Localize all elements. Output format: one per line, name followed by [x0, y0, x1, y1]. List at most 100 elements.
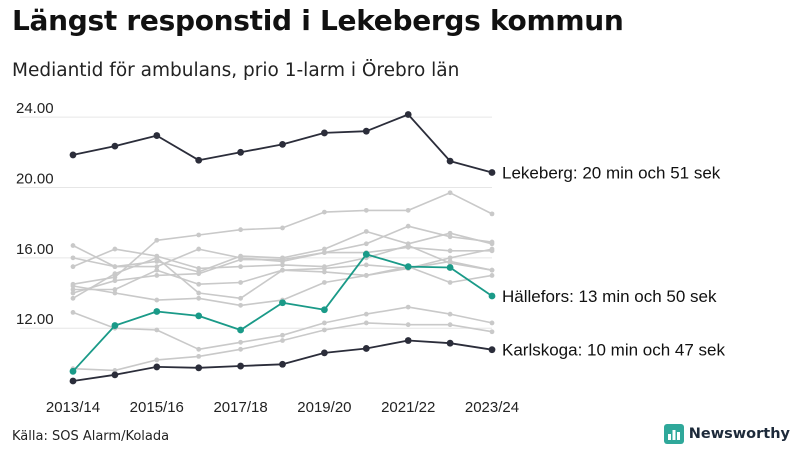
data-point: [237, 362, 245, 370]
axis-labels: 12.00 16.00 20.00 24.00 2013/14 2015/16 2017/1…: [16, 100, 726, 416]
data-point: [489, 267, 495, 273]
data-point: [322, 250, 327, 255]
data-point: [322, 320, 327, 326]
data-point: [447, 322, 453, 328]
chart-subtitle: Mediantid för ambulans, prio 1-larm i Ör…: [12, 60, 460, 81]
data-point: [154, 258, 160, 264]
data-point: [362, 250, 370, 258]
data-point: [446, 339, 454, 347]
data-point: [196, 295, 202, 301]
data-point: [238, 346, 244, 352]
data-point: [111, 371, 119, 379]
data-point: [322, 327, 327, 333]
data-point: [196, 353, 202, 359]
data-point: [280, 225, 285, 231]
data-point: [363, 273, 369, 278]
data-point: [322, 266, 327, 271]
data-point: [363, 320, 369, 326]
data-point: [153, 363, 161, 371]
data-point: [112, 290, 118, 296]
data-point: [489, 320, 495, 326]
data-point: [405, 223, 411, 229]
data-point: [404, 337, 412, 344]
data-point: [154, 327, 160, 333]
data-point: [196, 281, 202, 287]
brand-logo: Newsworthy: [663, 424, 790, 444]
data-point: [279, 140, 286, 148]
data-point: [362, 345, 370, 352]
data-point: [70, 283, 76, 289]
x-tick-label: 2017/18: [213, 399, 267, 416]
x-tick-label: 2019/20: [297, 399, 351, 416]
data-point: [447, 258, 453, 264]
highlighted-series: [69, 111, 496, 385]
data-point: [279, 299, 286, 307]
data-point: [489, 211, 495, 217]
data-point: [70, 290, 76, 296]
data-point: [112, 368, 118, 373]
chart-title: Längst responstid i Lekebergs kommun: [12, 4, 624, 37]
data-point: [363, 262, 369, 268]
data-point: [153, 308, 161, 315]
data-point: [196, 290, 202, 296]
data-point: [488, 292, 496, 300]
data-point: [447, 234, 453, 240]
data-point: [447, 248, 453, 254]
data-point: [154, 264, 160, 270]
data-point: [321, 129, 328, 137]
data-point: [238, 339, 244, 345]
data-point: [405, 304, 411, 310]
data-point: [405, 244, 411, 250]
data-point: [405, 207, 411, 213]
data-point: [321, 349, 328, 357]
data-point: [112, 271, 118, 277]
data-point: [111, 142, 119, 150]
data-point: [322, 269, 327, 275]
data-point: [195, 156, 203, 164]
data-point: [112, 264, 118, 270]
other-municipalities-series: [70, 190, 495, 373]
data-point: [447, 190, 453, 196]
data-point: [70, 243, 76, 248]
data-point: [70, 309, 76, 315]
data-point: [446, 157, 454, 165]
data-point: [196, 271, 202, 277]
data-point: [363, 311, 369, 317]
data-point: [154, 297, 160, 303]
data-point: [489, 273, 495, 278]
data-point: [196, 266, 202, 271]
data-point: [238, 264, 244, 270]
data-point: [362, 127, 370, 135]
series-end-label: Lekeberg: 20 min och 51 sek: [502, 164, 721, 183]
data-point: [112, 278, 118, 284]
data-point: [196, 246, 202, 252]
data-point: [195, 312, 203, 320]
data-point: [237, 148, 245, 156]
data-point: [447, 311, 453, 317]
data-point: [488, 169, 496, 176]
data-point: [70, 295, 76, 301]
data-point: [153, 132, 161, 139]
x-tick-label: 2021/22: [381, 399, 435, 416]
data-point: [154, 357, 160, 363]
data-point: [446, 264, 454, 271]
data-point: [154, 267, 160, 273]
data-point: [489, 241, 495, 247]
data-point: [238, 257, 244, 263]
data-point: [488, 346, 496, 354]
y-tick-label: 16.00: [16, 241, 54, 258]
data-point: [489, 329, 495, 335]
y-tick-label: 12.00: [16, 311, 54, 328]
y-tick-label: 20.00: [16, 170, 54, 187]
data-point: [405, 322, 411, 328]
data-point: [322, 246, 327, 252]
data-point: [70, 255, 76, 261]
data-point: [280, 262, 285, 268]
data-point: [447, 230, 453, 236]
data-point: [321, 306, 328, 314]
data-point: [280, 257, 285, 263]
data-point: [238, 227, 244, 233]
data-point: [237, 326, 245, 334]
data-point: [322, 209, 327, 215]
series-end-label: Hällefors: 13 min och 50 sek: [502, 287, 717, 306]
